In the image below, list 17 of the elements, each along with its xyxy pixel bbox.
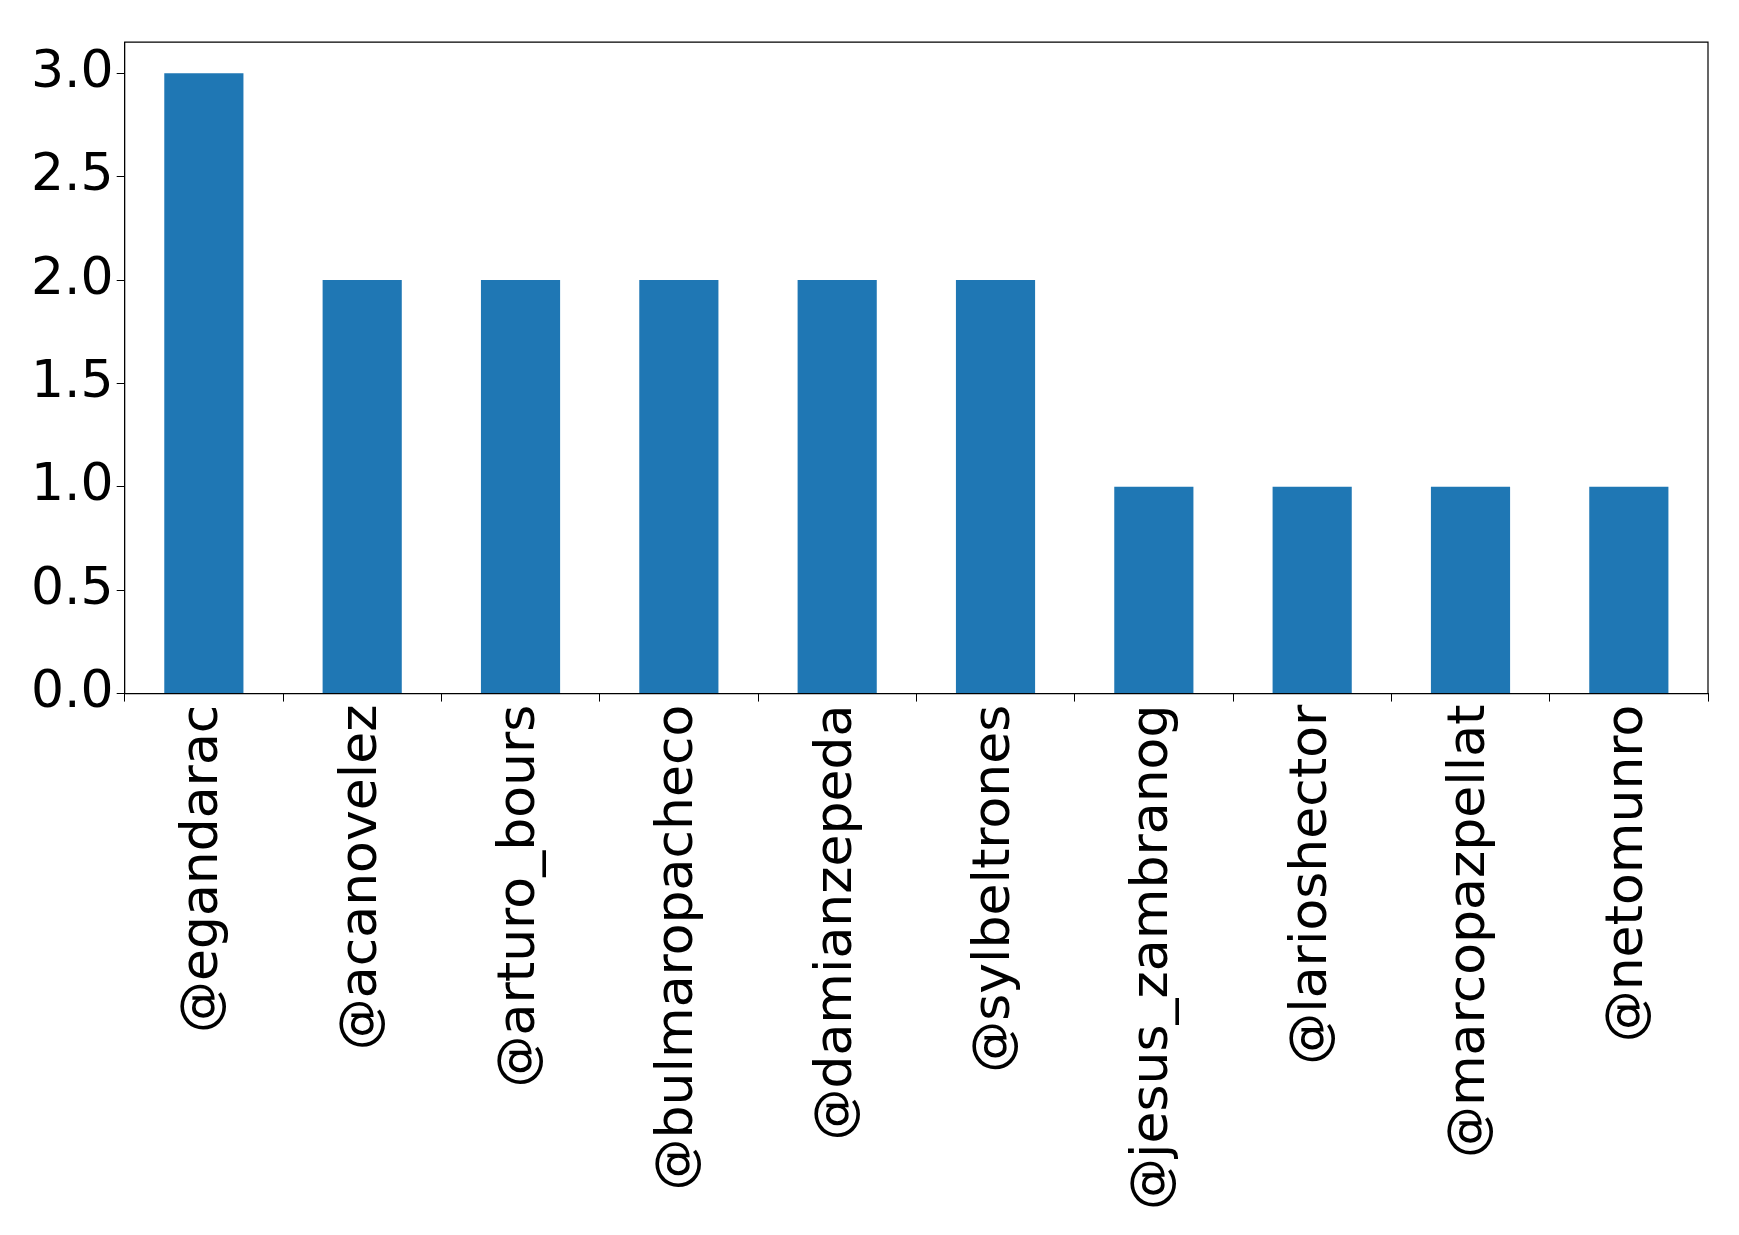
x-tick-label: @arturo_bours [486,704,547,1088]
y-tick-label: 1.5 [30,348,114,409]
x-tick-label: @larioshector [1277,703,1338,1065]
x-tick-label: @acanovelez [327,704,388,1051]
x-tick-label: @damianzepeda [802,704,863,1141]
x-tick-label: @marcopazpellat [1436,704,1497,1159]
x-tick-label: @netomunro [1594,704,1655,1043]
x-tick-label: @egandarac [169,704,230,1034]
y-tick-label: 0.5 [30,555,114,616]
y-tick-label: 0.0 [30,659,114,720]
y-tick-label: 1.0 [30,452,114,513]
y-tick-label: 2.0 [30,245,114,306]
x-tick-label: @bulmaropacheco [644,704,705,1191]
x-tick-label: @sylbeltrones [961,704,1022,1073]
x-tick-label: @jesus_zambranog [1119,704,1180,1211]
y-tick-label: 3.0 [30,38,114,99]
y-tick-label: 2.5 [30,142,114,203]
